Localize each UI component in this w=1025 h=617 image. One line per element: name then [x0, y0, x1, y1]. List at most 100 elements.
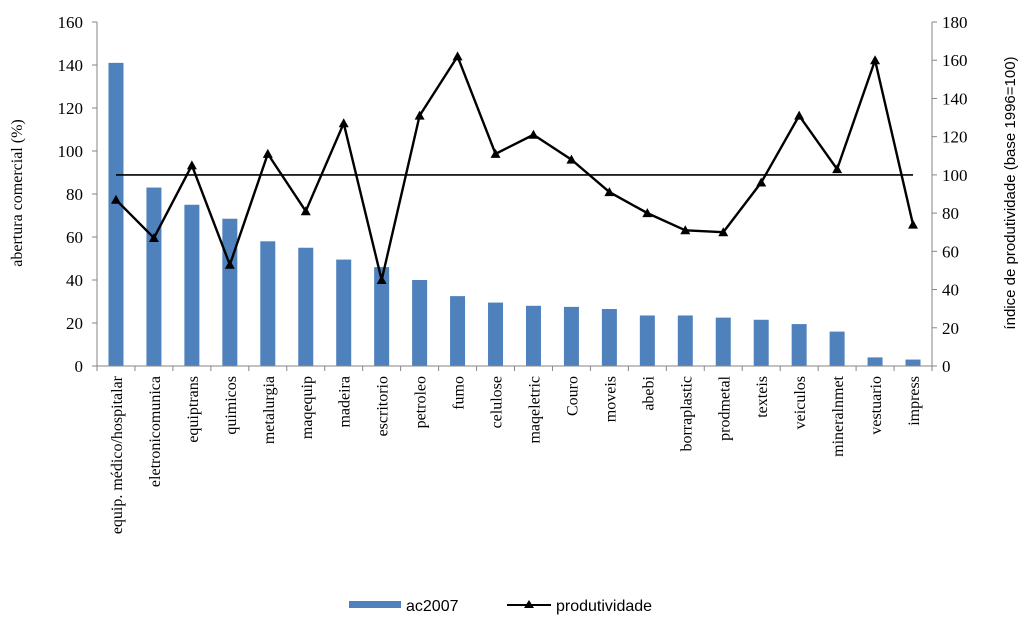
category-label: abebi — [640, 375, 657, 410]
y-axis-title-right: índice de produtividade (base 1996=100) — [1002, 56, 1019, 329]
bar — [525, 305, 541, 366]
line-marker — [376, 275, 387, 284]
axes — [96, 22, 933, 371]
series-line — [115, 55, 915, 282]
category-label: eletronicomunica — [147, 376, 164, 487]
y-tick-label-left: 120 — [58, 99, 84, 118]
category-label: maqeletric — [526, 376, 543, 444]
category-label: equip. médico/hospitalar — [109, 375, 126, 534]
category-label: fumo — [451, 376, 468, 410]
line-marker — [452, 51, 463, 61]
bar — [336, 259, 352, 366]
legend-label-produtividade: produtividade — [556, 598, 652, 615]
bar — [905, 359, 921, 366]
bar — [677, 315, 693, 366]
category-label: Couro — [564, 376, 581, 416]
category-label: borraplastic — [678, 376, 695, 452]
y-tick-label-right: 60 — [942, 242, 959, 261]
category-label: moveis — [602, 376, 619, 422]
y-tick-label-right: 40 — [942, 281, 959, 300]
bar — [146, 187, 162, 366]
bar — [791, 324, 807, 366]
bar — [563, 306, 579, 366]
y-tick-label-left: 160 — [58, 13, 84, 32]
line-marker — [148, 232, 159, 242]
y-tick-label-right: 160 — [942, 51, 968, 70]
category-label: maqequip — [299, 376, 316, 439]
category-label: equiptrans — [185, 376, 202, 443]
y-tick-label-left: 0 — [75, 357, 84, 376]
line-marker — [490, 148, 501, 158]
bar — [260, 241, 276, 366]
category-label: prodmetal — [716, 375, 733, 440]
category-label: celulose — [489, 376, 506, 428]
bar — [450, 296, 466, 366]
line-marker — [870, 55, 881, 65]
line-marker — [528, 129, 539, 139]
line-marker — [186, 160, 197, 170]
y-tick-label-right: 120 — [942, 128, 968, 147]
line-marker — [908, 219, 919, 229]
left-axis-ticks: 0 20 40 60 80 100 120 140 160 — [58, 13, 97, 376]
y-tick-label-right: 80 — [942, 204, 959, 223]
line-marker — [338, 118, 349, 128]
y-tick-label-right: 140 — [942, 89, 968, 108]
y-tick-label-left: 80 — [66, 185, 83, 204]
line-marker — [566, 154, 577, 164]
bar — [298, 247, 314, 366]
bar — [829, 331, 845, 366]
y-tick-label-right: 20 — [942, 319, 959, 338]
category-label: quimicos — [223, 376, 240, 435]
y-axis-title-left: abertura comercial (%) — [9, 119, 26, 266]
line-marker — [110, 194, 121, 204]
y-tick-label-left: 140 — [58, 56, 84, 75]
bar — [108, 62, 124, 366]
bar — [412, 280, 428, 366]
line-marker — [680, 225, 691, 235]
line-marker — [642, 208, 653, 218]
line-marker — [832, 164, 843, 174]
bar — [639, 315, 655, 366]
category-label: mineralnmet — [830, 375, 847, 456]
category-label: petroleo — [413, 376, 430, 428]
line-marker — [794, 110, 805, 120]
line-marker — [756, 177, 767, 187]
right-axis-ticks: 0 20 40 60 80 100 120 140 160 180 — [932, 13, 968, 376]
line-marker — [718, 227, 729, 237]
bar — [184, 204, 200, 366]
line-marker — [300, 206, 311, 216]
legend: ac2007 produtividade — [349, 598, 652, 615]
legend-marker-produtividade — [524, 600, 534, 608]
line-marker — [414, 110, 425, 120]
line-series-produtividade — [110, 51, 919, 284]
category-label: metalurgia — [261, 376, 278, 444]
category-labels: equip. médico/hospitalar eletronicomunica… — [109, 375, 923, 534]
category-label: impress — [906, 376, 923, 426]
bar — [753, 319, 769, 366]
line-marker — [224, 259, 235, 269]
legend-label-ac2007: ac2007 — [406, 598, 459, 615]
bar — [715, 317, 731, 366]
y-tick-label-right: 0 — [942, 357, 951, 376]
legend-swatch-ac2007 — [349, 601, 401, 608]
bar — [488, 302, 504, 366]
bar — [601, 309, 617, 366]
y-tick-label-left: 20 — [66, 314, 83, 333]
y-tick-label-left: 100 — [58, 142, 84, 161]
y-tick-label-right: 100 — [942, 166, 968, 185]
y-tick-label-left: 40 — [66, 271, 83, 290]
y-tick-label-right: 180 — [942, 13, 968, 32]
bar-series-ac2007 — [108, 62, 921, 366]
category-label: escritorio — [375, 376, 392, 436]
bar — [374, 267, 390, 366]
y-tick-label-left: 60 — [66, 228, 83, 247]
bar — [222, 218, 238, 366]
category-label: texteis — [754, 376, 771, 418]
bar — [867, 357, 883, 366]
category-label: madeira — [337, 376, 354, 428]
line-marker — [262, 148, 273, 158]
line-marker — [604, 187, 615, 197]
category-label: vestuario — [868, 376, 885, 435]
category-label: veiculos — [792, 376, 809, 429]
